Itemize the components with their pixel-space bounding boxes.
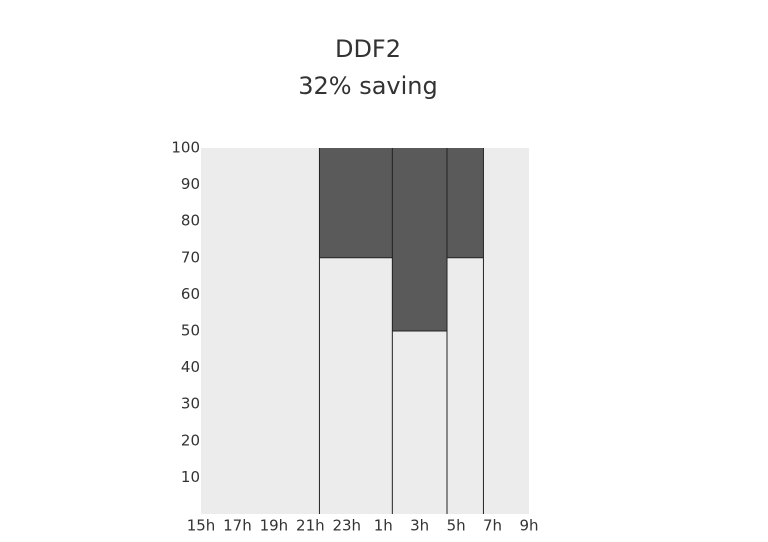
y-tick-label: 40 <box>181 358 200 376</box>
dim-segment <box>319 148 393 258</box>
y-tick-label: 10 <box>181 468 200 486</box>
x-tick-label: 23h <box>332 517 361 535</box>
y-tick-label: 90 <box>181 175 200 193</box>
dim-segment <box>392 148 447 331</box>
y-tick-label: 100 <box>171 139 200 157</box>
chart-subtitle: 32% saving <box>298 72 438 100</box>
chart-title: DDF2 <box>335 35 401 63</box>
x-tick-label: 9h <box>519 517 538 535</box>
dim-segment <box>447 148 484 258</box>
y-tick-label: 80 <box>181 212 200 230</box>
y-tick-label: 50 <box>181 322 200 340</box>
x-tick-label: 19h <box>260 517 289 535</box>
x-tick-label: 3h <box>410 517 429 535</box>
x-tick-label: 21h <box>296 517 325 535</box>
y-tick-label: 20 <box>181 431 200 449</box>
y-tick-label: 60 <box>181 285 200 303</box>
y-tick-label: 70 <box>181 248 200 266</box>
x-tick-label: 5h <box>447 517 466 535</box>
x-tick-label: 17h <box>223 517 252 535</box>
x-tick-label: 1h <box>374 517 393 535</box>
x-tick-label: 7h <box>483 517 502 535</box>
y-tick-label: 30 <box>181 395 200 413</box>
x-tick-label: 15h <box>187 517 216 535</box>
